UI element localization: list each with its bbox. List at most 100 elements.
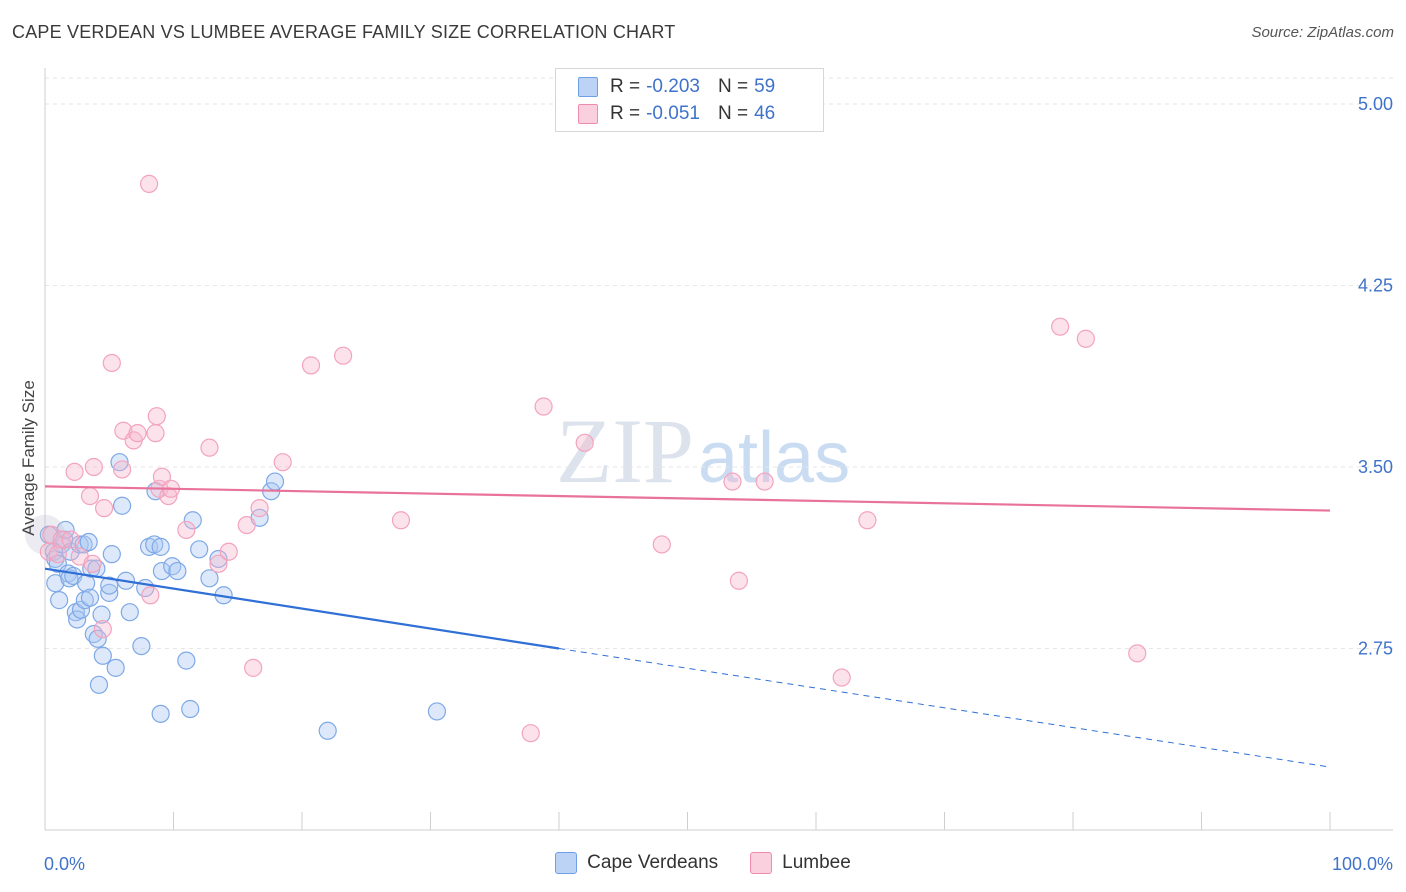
data-point-cape-verdean xyxy=(181,699,200,719)
data-point-cape-verdean xyxy=(102,545,121,564)
data-point-lumbee xyxy=(128,424,147,443)
data-point-cape-verdean xyxy=(151,704,170,723)
legend-row-cape-verdeans: R = -0.203 N = 59 xyxy=(578,74,775,100)
y-tick-label: 2.75 xyxy=(1358,639,1393,659)
trend-line-cape-verdeans-extension xyxy=(558,648,1331,768)
data-point-lumbee xyxy=(534,397,553,416)
data-point-lumbee xyxy=(832,668,851,687)
data-point-cape-verdean xyxy=(93,646,112,665)
data-point-cape-verdean xyxy=(79,532,98,552)
legend-swatch-pink xyxy=(750,852,773,874)
data-point-cape-verdean xyxy=(168,561,187,581)
data-point-lumbee xyxy=(1076,329,1095,348)
data-point-lumbee xyxy=(42,525,61,544)
trend-lines xyxy=(44,485,1331,768)
data-point-lumbee xyxy=(112,460,132,479)
data-point-cape-verdean xyxy=(183,511,202,530)
legend-swatch-blue xyxy=(555,852,578,874)
data-point-cape-verdean xyxy=(177,651,196,670)
data-point-cape-verdean xyxy=(88,629,107,648)
correlation-legend: R = -0.203 N = 59 R = -0.051 N = 46 xyxy=(555,68,824,132)
grid-lines xyxy=(45,77,1393,650)
data-point-cape-verdean xyxy=(265,472,285,491)
legend-label: Cape Verdeans xyxy=(587,852,719,873)
data-point-cape-verdean xyxy=(163,557,182,576)
data-point-lumbee xyxy=(858,511,877,530)
data-point-lumbee xyxy=(200,438,219,457)
data-point-cape-verdean xyxy=(200,569,219,588)
data-point-lumbee xyxy=(61,530,80,549)
data-point-lumbee xyxy=(65,462,84,481)
y-axis-label: Average Family Size xyxy=(19,380,38,536)
legend-n-label: N = xyxy=(717,76,749,97)
legend-r-label: R = xyxy=(610,76,641,97)
data-point-lumbee xyxy=(244,658,263,677)
y-tick-label: 3.50 xyxy=(1358,457,1393,477)
data-point-lumbee xyxy=(1128,644,1147,663)
data-point-lumbee xyxy=(652,535,671,554)
data-point-lumbee xyxy=(301,356,321,375)
legend-swatch-blue xyxy=(578,77,598,97)
watermark: ZIPatlas xyxy=(556,398,850,504)
source-label: Source: ZipAtlas.com xyxy=(1251,24,1394,41)
series-legend: Cape Verdeans Lumbee xyxy=(0,852,1406,874)
data-point-cape-verdean xyxy=(110,453,129,472)
data-point-cape-verdean xyxy=(132,636,151,656)
data-point-lumbee xyxy=(141,586,160,605)
data-point-lumbee xyxy=(273,453,292,472)
legend-row-lumbee: R = -0.051 N = 46 xyxy=(578,101,775,127)
data-point-lumbee xyxy=(237,515,256,535)
trend-line-cape-verdeans xyxy=(44,567,560,650)
legend-n-value: 59 xyxy=(754,76,776,97)
tick-labels: 2.75 3.50 4.25 5.00 0.0% 100.0% xyxy=(44,94,1393,874)
data-point-cape-verdean xyxy=(100,583,119,602)
legend-r-value: -0.203 xyxy=(646,76,700,97)
legend-swatch-pink xyxy=(578,104,598,124)
data-point-cape-verdean xyxy=(152,561,172,581)
legend-n-label: N = xyxy=(717,103,749,124)
data-point-lumbee xyxy=(84,457,103,477)
series-lumbee xyxy=(39,174,1147,743)
data-point-cape-verdean xyxy=(71,600,91,619)
y-tick-label: 4.25 xyxy=(1358,276,1393,296)
data-point-lumbee xyxy=(159,486,178,506)
data-point-cape-verdean xyxy=(190,540,209,559)
x-tick-label: 100.0% xyxy=(1332,854,1393,874)
legend-r-label: R = xyxy=(610,103,641,124)
data-point-lumbee xyxy=(80,486,100,506)
x-tick-label: 0.0% xyxy=(44,854,85,874)
data-point-lumbee xyxy=(139,174,159,193)
legend-n-value: 46 xyxy=(754,103,776,124)
data-point-cape-verdean xyxy=(80,588,100,607)
data-point-cape-verdean xyxy=(318,721,337,740)
legend-r-value: -0.051 xyxy=(646,103,700,124)
data-point-lumbee xyxy=(723,472,742,491)
data-point-cape-verdean xyxy=(68,610,87,629)
data-point-lumbee xyxy=(48,545,67,564)
data-point-lumbee xyxy=(95,499,114,518)
watermark-zip: ZIP xyxy=(556,400,694,502)
data-point-cape-verdean xyxy=(151,537,170,556)
data-point-lumbee xyxy=(177,520,196,540)
axes xyxy=(44,68,1393,831)
data-point-cape-verdean xyxy=(106,658,125,677)
data-point-cape-verdean xyxy=(89,675,109,694)
data-point-cape-verdean xyxy=(112,496,132,515)
data-point-lumbee xyxy=(521,724,540,743)
data-point-lumbee xyxy=(334,346,353,365)
data-point-lumbee xyxy=(152,467,172,486)
data-point-cape-verdean xyxy=(46,574,65,593)
data-point-lumbee xyxy=(93,620,112,639)
data-point-cape-verdean xyxy=(50,591,69,610)
data-point-lumbee xyxy=(391,511,411,530)
data-point-lumbee xyxy=(209,554,228,573)
data-point-lumbee xyxy=(755,472,774,491)
legend-label: Lumbee xyxy=(782,852,851,873)
data-point-lumbee xyxy=(250,499,269,518)
data-point-lumbee xyxy=(83,554,102,573)
legend-item-lumbee: Lumbee xyxy=(750,852,851,874)
data-point-lumbee xyxy=(1051,317,1070,336)
trend-line-lumbee xyxy=(44,485,1331,512)
data-point-lumbee xyxy=(219,542,238,561)
